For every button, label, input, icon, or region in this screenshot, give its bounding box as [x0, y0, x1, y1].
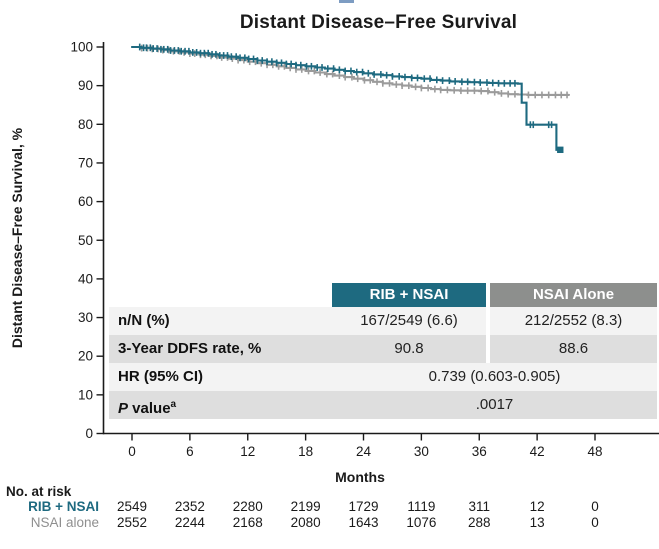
at-risk-title: No. at risk — [6, 484, 72, 499]
stats-row: n/N (%) 167/2549 (6.6) 212/2552 (8.3) — [109, 307, 657, 335]
y-tick-label: 30 — [78, 310, 93, 325]
y-tick-label: 100 — [70, 40, 93, 55]
x-tick-label: 42 — [530, 444, 545, 459]
at-risk-count: 2244 — [174, 514, 205, 530]
at-risk-count: 311 — [468, 499, 491, 514]
stats-row: HR (95% CI) 0.739 (0.603-0.905) — [109, 363, 657, 391]
x-axis-title: Months — [335, 469, 385, 485]
at-risk-count: 2280 — [232, 499, 263, 514]
at-risk-row-label: RIB + NSAI — [28, 499, 99, 514]
cropped-legend-mark — [339, 0, 354, 3]
y-tick-label: 60 — [78, 194, 93, 209]
at-risk-count: 1076 — [406, 514, 437, 530]
stats-row: P valuea .0017 — [109, 391, 657, 419]
stats-row-label: n/N (%) — [118, 312, 170, 329]
x-tick-label: 24 — [356, 444, 372, 459]
column-gap — [486, 335, 490, 363]
at-risk-count: 13 — [529, 514, 545, 530]
at-risk-count: 1643 — [348, 514, 379, 530]
stats-value-nsai-alone: 212/2552 (8.3) — [524, 312, 623, 329]
stats-col-header-nsai-alone: NSAI Alone — [490, 283, 657, 307]
x-tick-label: 18 — [298, 444, 313, 459]
y-tick-label: 90 — [78, 78, 93, 93]
stats-row-label: 3-Year DDFS rate, % — [118, 340, 262, 357]
at-risk-count: 2552 — [116, 514, 148, 530]
y-tick-label: 70 — [78, 155, 93, 170]
stats-value-nsai-alone: 88.6 — [558, 340, 589, 357]
x-tick-label: 12 — [240, 444, 255, 459]
y-tick-label: 50 — [78, 233, 93, 248]
km-curve-rib-nsai — [130, 45, 562, 151]
at-risk-count: 2168 — [232, 514, 263, 530]
at-risk-count: 1119 — [407, 499, 436, 514]
at-risk-count: 0 — [591, 514, 599, 530]
stats-row: 3-Year DDFS rate, % 90.8 88.6 — [109, 335, 657, 363]
stats-row-label: P valuea — [118, 399, 177, 417]
at-risk-count: 2549 — [116, 499, 148, 514]
stats-value-rib-nsai: 167/2549 (6.6) — [360, 312, 458, 329]
at-risk-row-label: NSAI alone — [30, 514, 99, 530]
y-tick-label: 40 — [78, 271, 93, 286]
stats-value-rib-nsai: 90.8 — [394, 340, 424, 357]
x-tick-label: 48 — [587, 444, 602, 459]
at-risk-count: 2199 — [290, 499, 321, 514]
stats-value-combined: .0017 — [475, 396, 514, 413]
y-tick-label: 0 — [85, 426, 93, 441]
at-risk-count: 0 — [591, 499, 599, 514]
x-tick-label: 0 — [128, 444, 136, 459]
x-tick-label: 30 — [414, 444, 429, 459]
x-tick-label: 36 — [472, 444, 487, 459]
y-tick-label: 20 — [78, 349, 93, 364]
at-risk-count: 2352 — [174, 499, 205, 514]
at-risk-count: 12 — [529, 499, 545, 514]
at-risk-count: 288 — [467, 514, 491, 530]
stats-row-label: HR (95% CI) — [118, 368, 204, 385]
stats-value-combined: 0.739 (0.603-0.905) — [428, 368, 561, 385]
y-tick-label: 80 — [78, 117, 93, 132]
curve-end-marker-rib-nsai — [557, 146, 564, 154]
stats-col-header-rib-nsai: RIB + NSAI — [332, 283, 486, 307]
y-tick-label: 10 — [78, 387, 93, 402]
x-tick-label: 6 — [186, 444, 194, 459]
at-risk-count: 2080 — [290, 514, 321, 530]
column-gap — [486, 307, 490, 335]
at-risk-count: 1729 — [348, 499, 379, 514]
chart-title: Distant Disease–Free Survival — [239, 12, 518, 33]
